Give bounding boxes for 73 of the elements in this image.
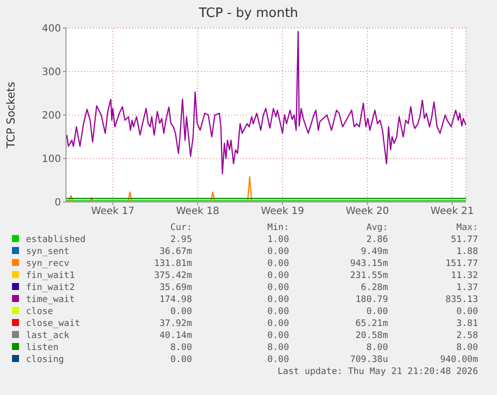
- legend-label: fin_wait2: [26, 282, 76, 294]
- y-tick-label: 300: [42, 67, 61, 78]
- text: 0.00: [266, 318, 289, 330]
- text: 1.00: [266, 234, 289, 246]
- text: 940.00m: [439, 354, 478, 366]
- text: 37.92m: [158, 318, 192, 330]
- legend-label: close_wait: [26, 318, 82, 330]
- text: 20.58m: [354, 330, 388, 342]
- text: 51.77: [450, 234, 478, 246]
- text: 8.00: [266, 342, 289, 354]
- text: 174.98: [158, 294, 192, 306]
- text: 180.79: [354, 294, 388, 306]
- text: 231.55m: [349, 270, 388, 282]
- x-tick-label: Week 19: [260, 206, 304, 218]
- text: 943.15m: [349, 258, 388, 270]
- text: 0.00: [266, 330, 289, 342]
- legend-label: last_ack: [26, 330, 70, 342]
- y-tick-label: 100: [42, 154, 61, 166]
- legend-label: fin_wait1: [26, 270, 76, 282]
- legend-label: close: [26, 306, 54, 318]
- y-tick-label: 400: [42, 24, 61, 35]
- text: 0.00: [266, 258, 289, 270]
- text: 1.37: [455, 282, 478, 294]
- text: 0.00: [266, 282, 289, 294]
- legend-label: syn_recv: [26, 258, 70, 270]
- text: 40.14m: [158, 330, 192, 342]
- text: Cur:: [169, 222, 192, 234]
- text: 0.00: [266, 306, 289, 318]
- legend-label: established: [26, 234, 87, 246]
- text: 2.86: [365, 234, 388, 246]
- x-tick-label: Week 17: [91, 206, 134, 218]
- x-tick-label: Week 20: [346, 206, 390, 218]
- text: 2.95: [169, 234, 192, 246]
- chart-title: TCP - by month: [198, 6, 300, 21]
- text: 131.81m: [153, 258, 192, 270]
- legend-label: listen: [26, 342, 60, 354]
- text: 6.28m: [360, 282, 388, 294]
- text: 0.00: [266, 294, 289, 306]
- y-tick-label: 0: [54, 198, 61, 209]
- text: 8.00: [365, 342, 388, 354]
- text: 0.00: [169, 306, 192, 318]
- text: 151.77: [444, 258, 478, 270]
- text: Avg:: [365, 222, 388, 234]
- text: 0.00: [266, 354, 289, 366]
- text: 0.00: [266, 246, 289, 258]
- text: 0.00: [266, 270, 289, 282]
- text: 0.00: [365, 306, 388, 318]
- text: 35.69m: [158, 282, 192, 294]
- x-tick-label: Week 18: [176, 206, 220, 218]
- x-tick-label: Week 21: [430, 206, 474, 218]
- text: Last update: Thu May 21 21:20:48 2026: [276, 366, 478, 378]
- text: 9.49m: [360, 246, 388, 258]
- text: 8.00: [455, 342, 478, 354]
- text: 1.88: [455, 246, 478, 258]
- text: 65.21m: [354, 318, 388, 330]
- text: Max:: [455, 222, 478, 234]
- text: 835.13: [444, 294, 478, 306]
- text: 2.58: [455, 330, 478, 342]
- text: 709.38u: [349, 354, 388, 366]
- text: 0.00: [455, 306, 478, 318]
- text: 36.67m: [158, 246, 192, 258]
- y-tick-label: 200: [42, 110, 61, 122]
- legend-label: closing: [26, 354, 65, 366]
- text: 375.42m: [153, 270, 192, 282]
- line-series: [66, 30, 466, 174]
- legend-label: time_wait: [26, 294, 76, 306]
- text: Min:: [266, 222, 289, 234]
- y-axis-title: TCP Sockets: [4, 82, 18, 148]
- legend-label: syn_sent: [26, 246, 70, 258]
- text: 11.32: [450, 270, 478, 282]
- text: 8.00: [169, 342, 192, 354]
- text: 3.81: [455, 318, 478, 330]
- text: 0.00: [169, 354, 192, 366]
